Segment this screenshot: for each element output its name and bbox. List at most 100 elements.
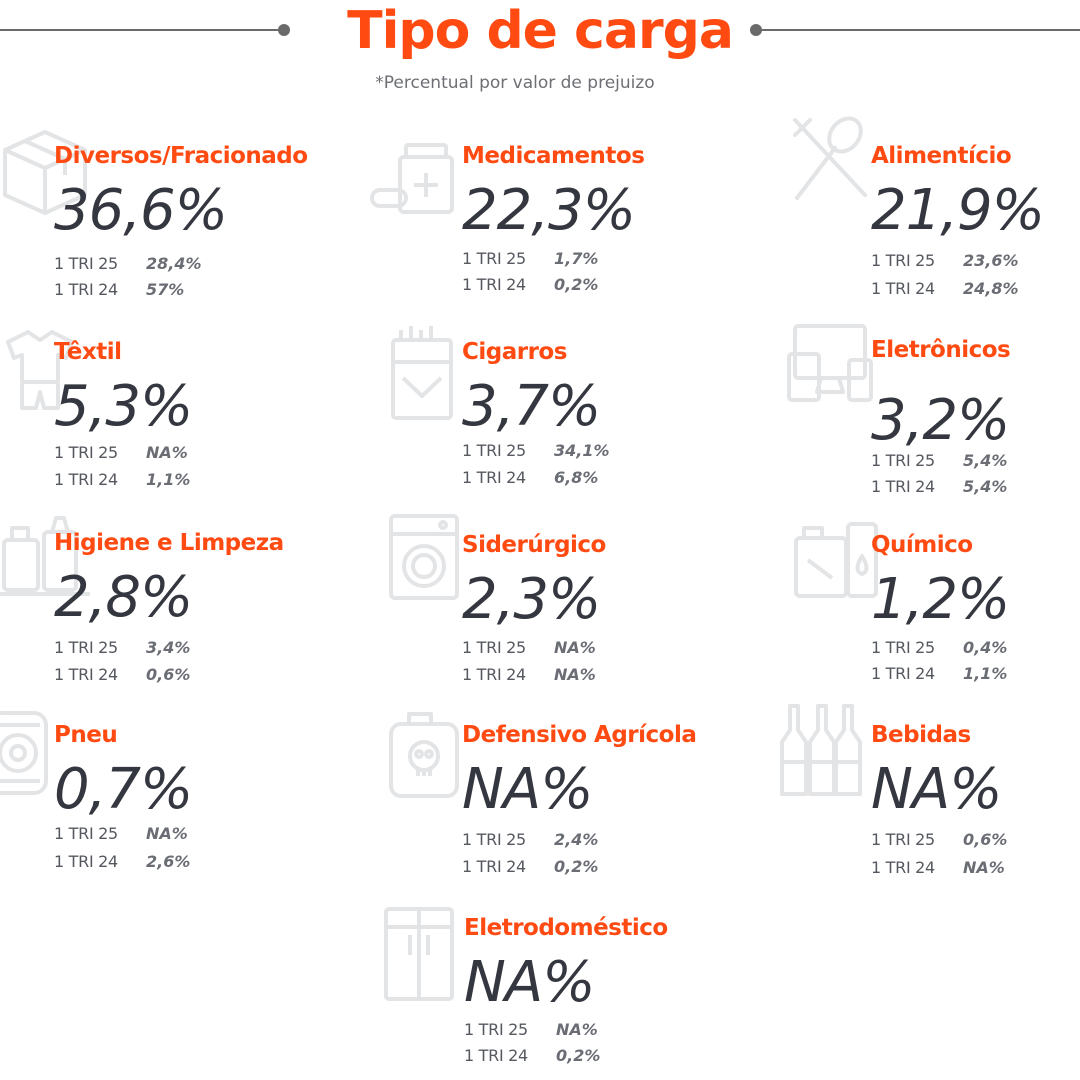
- category-name: Higiene e Limpeza: [54, 530, 284, 556]
- comparison-label: 1 TRI 25: [462, 441, 526, 460]
- category-name: Cigarros: [462, 339, 567, 365]
- comparison-value: 0,2%: [554, 275, 599, 294]
- comparison-value: NA%: [146, 824, 188, 843]
- category-value: 3,7%: [462, 374, 601, 439]
- comparison-row-1tri25: 1 TRI 25 NA%: [462, 638, 596, 657]
- comparison-label: 1 TRI 24: [871, 279, 935, 298]
- comparison-row-1tri25: 1 TRI 25 5,4%: [871, 451, 1007, 470]
- comparison-value: 0,4%: [963, 638, 1008, 657]
- cigarette-pack-icon: [385, 322, 475, 422]
- category-value: NA%: [462, 757, 593, 822]
- category-value: 5,3%: [54, 374, 193, 439]
- comparison-value: 1,1%: [963, 664, 1008, 683]
- comparison-label: 1 TRI 24: [462, 468, 526, 487]
- category-value: 1,2%: [871, 567, 1010, 632]
- comparison-value: 1,1%: [146, 470, 191, 489]
- comparison-label: 1 TRI 24: [54, 665, 118, 684]
- comparison-label: 1 TRI 25: [871, 451, 935, 470]
- comparison-row-1tri25: 1 TRI 25 28,4%: [54, 254, 202, 273]
- comparison-value: NA%: [963, 858, 1005, 877]
- comparison-label: 1 TRI 25: [462, 249, 526, 268]
- comparison-row-1tri24: 1 TRI 24 0,2%: [462, 857, 598, 876]
- comparison-row-1tri25: 1 TRI 25 2,4%: [462, 830, 598, 849]
- category-value: 36,6%: [54, 178, 228, 243]
- category-name: Diversos/Fracionado: [54, 143, 308, 169]
- category-value: NA%: [871, 757, 1002, 822]
- comparison-value: 0,2%: [556, 1046, 601, 1065]
- category-name: Siderúrgico: [462, 532, 606, 558]
- comparison-value: 24,8%: [963, 279, 1019, 298]
- comparison-label: 1 TRI 24: [871, 858, 935, 877]
- comparison-row-1tri25: 1 TRI 25 NA%: [54, 824, 188, 843]
- header-line-left: [0, 29, 280, 31]
- comparison-value: 3,4%: [146, 638, 191, 657]
- page-title: Tipo de carga: [347, 1, 734, 61]
- comparison-value: 57%: [146, 280, 185, 299]
- comparison-value: NA%: [146, 443, 188, 462]
- cleaning-bottles-icon: [0, 510, 90, 610]
- comparison-row-1tri24: 1 TRI 24 0,2%: [462, 275, 598, 294]
- comparison-label: 1 TRI 25: [54, 824, 118, 843]
- category-value: 2,3%: [462, 567, 601, 632]
- comparison-value: 0,6%: [963, 830, 1008, 849]
- comparison-label: 1 TRI 24: [871, 477, 935, 496]
- comparison-value: 23,6%: [963, 251, 1019, 270]
- refrigerator-icon: [380, 905, 470, 1005]
- category-name: Químico: [871, 532, 973, 558]
- comparison-row-1tri25: 1 TRI 25 34,1%: [462, 441, 610, 460]
- comparison-value: 2,4%: [554, 830, 599, 849]
- category-name: Medicamentos: [462, 143, 645, 169]
- bottles-icon: [778, 700, 868, 800]
- comparison-value: 6,8%: [554, 468, 599, 487]
- category-name: Eletrodoméstico: [464, 915, 668, 941]
- comparison-row-1tri24: 1 TRI 24 NA%: [462, 665, 596, 684]
- comparison-label: 1 TRI 25: [464, 1020, 528, 1039]
- comparison-value: NA%: [556, 1020, 598, 1039]
- category-name: Têxtil: [54, 339, 122, 365]
- comparison-row-1tri24: 1 TRI 24 57%: [54, 280, 184, 299]
- category-name: Defensivo Agrícola: [462, 722, 697, 748]
- washing-machine-icon: [385, 510, 475, 610]
- comparison-row-1tri25: 1 TRI 25 3,4%: [54, 638, 190, 657]
- comparison-value: 28,4%: [146, 254, 202, 273]
- comparison-row-1tri24: 1 TRI 24 0,6%: [54, 665, 190, 684]
- comparison-label: 1 TRI 25: [871, 638, 935, 657]
- comparison-row-1tri25: 1 TRI 25 NA%: [464, 1020, 598, 1039]
- comparison-value: 34,1%: [554, 441, 610, 460]
- box-icon: [0, 120, 90, 220]
- category-value: 22,3%: [462, 178, 636, 243]
- comparison-value: NA%: [554, 665, 596, 684]
- cutlery-icon: [785, 110, 875, 210]
- category-value: NA%: [464, 950, 595, 1015]
- comparison-value: 5,4%: [963, 451, 1008, 470]
- comparison-label: 1 TRI 24: [462, 665, 526, 684]
- comparison-value: 2,6%: [146, 852, 191, 871]
- comparison-row-1tri25: 1 TRI 25 23,6%: [871, 251, 1019, 270]
- header-dot-left: [278, 24, 290, 36]
- comparison-label: 1 TRI 24: [54, 852, 118, 871]
- comparison-row-1tri25: 1 TRI 25 0,4%: [871, 638, 1007, 657]
- comparison-value: 0,6%: [146, 665, 191, 684]
- comparison-label: 1 TRI 24: [871, 664, 935, 683]
- category-name: Eletrônicos: [871, 337, 1011, 363]
- comparison-value: NA%: [554, 638, 596, 657]
- category-value: 2,8%: [54, 565, 193, 630]
- comparison-row-1tri24: 1 TRI 24 24,8%: [871, 279, 1019, 298]
- comparison-row-1tri25: 1 TRI 25 1,7%: [462, 249, 598, 268]
- comparison-row-1tri24: 1 TRI 24 6,8%: [462, 468, 598, 487]
- comparison-row-1tri24: 1 TRI 24 2,6%: [54, 852, 190, 871]
- comparison-row-1tri24: 1 TRI 24 1,1%: [871, 664, 1007, 683]
- clothes-icon: [0, 322, 90, 422]
- comparison-value: 1,7%: [554, 249, 599, 268]
- devices-icon: [785, 320, 875, 420]
- comparison-label: 1 TRI 25: [54, 638, 118, 657]
- comparison-value: 0,2%: [554, 857, 599, 876]
- page-subtitle: *Percentual por valor de prejuizo: [375, 73, 655, 93]
- comparison-label: 1 TRI 25: [462, 638, 526, 657]
- category-name: Alimentício: [871, 143, 1012, 169]
- comparison-label: 1 TRI 24: [462, 275, 526, 294]
- comparison-label: 1 TRI 24: [462, 857, 526, 876]
- comparison-label: 1 TRI 25: [54, 443, 118, 462]
- comparison-row-1tri25: 1 TRI 25 NA%: [54, 443, 188, 462]
- tire-icon: [0, 705, 90, 805]
